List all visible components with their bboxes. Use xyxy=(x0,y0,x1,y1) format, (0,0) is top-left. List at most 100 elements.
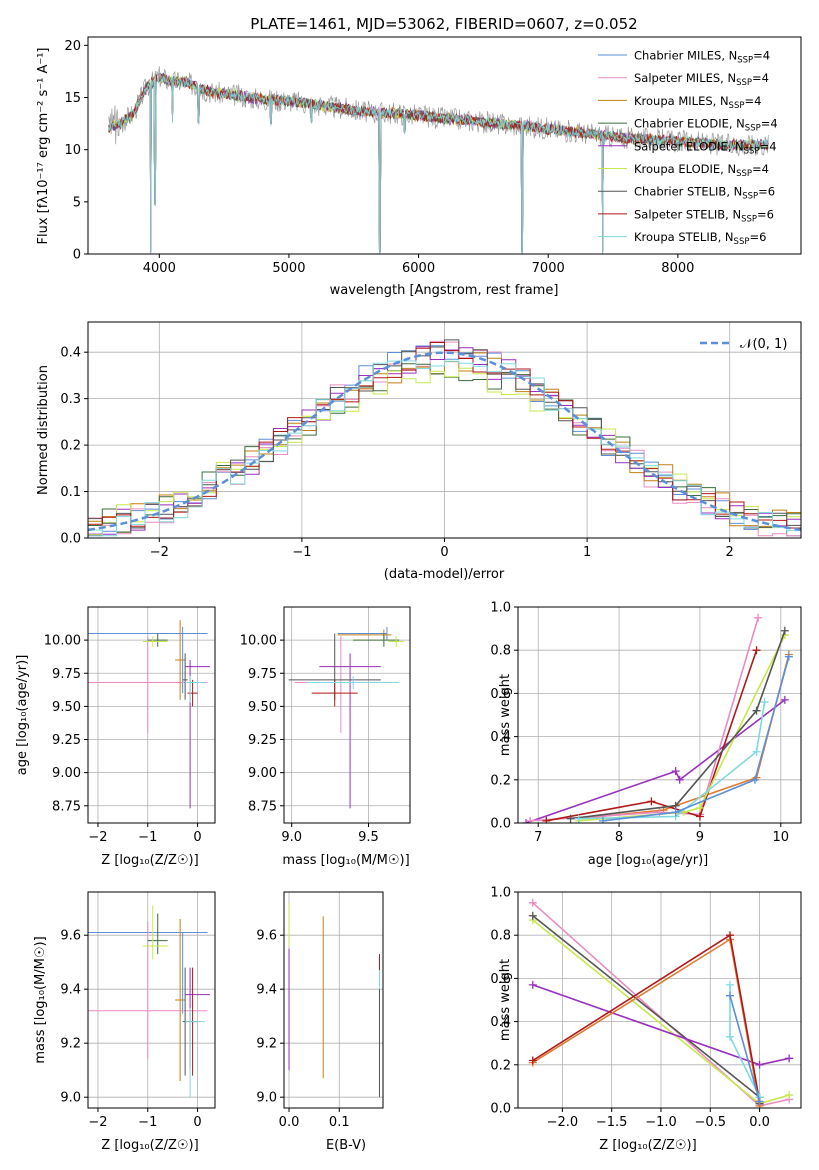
x-tick-label: −1.5 xyxy=(596,1115,628,1130)
mass-weight-marker xyxy=(726,980,735,989)
y-tick-label: 9.75 xyxy=(248,667,277,682)
mass-weight-marker xyxy=(522,819,531,823)
mass-weight-marker xyxy=(755,1060,764,1069)
mass-vs-z-panel: −2 −1 0 9.0 9.2 9.4 9.6 Z [log₁₀(Z/Z☉)] mass [… xyxy=(33,891,216,1153)
mass-weight-line-c_miles xyxy=(729,995,761,1102)
y-tick-label: 9.2 xyxy=(60,1037,81,1052)
mass-weight-marker xyxy=(785,1091,794,1100)
mass-weight-marker xyxy=(750,775,759,784)
plot-content xyxy=(108,66,769,254)
age-vs-z-xlabel: Z [log₁₀(Z/Z☉)] xyxy=(101,853,198,868)
plot-content xyxy=(88,905,211,1098)
y-tick-label: 0.2 xyxy=(490,1058,511,1073)
x-tick-label: 0.1 xyxy=(329,1115,350,1130)
y-tick-label: 9.25 xyxy=(248,733,277,748)
mass-weight-line-k_elodie xyxy=(578,634,786,822)
axes-frame xyxy=(283,891,384,1109)
axes-frame xyxy=(87,606,216,824)
x-tick-label: −0.5 xyxy=(694,1115,726,1130)
y-tick-label: 0.8 xyxy=(490,644,511,659)
mw-vs-z-xlabel: Z [log₁₀(Z/Z☉)] xyxy=(599,1138,696,1153)
y-tick-label: 5 xyxy=(73,195,81,210)
y-tick-label: 10 xyxy=(64,143,81,158)
legend-tail: =4 xyxy=(744,94,761,108)
legend-tail: =4 xyxy=(753,49,770,63)
age-vs-mass-plot-area: 9.0 9.5 8.75 9.00 9.25 9.50 9.75 10.00 xyxy=(240,606,411,845)
residuals-legend: 𝒩(0, 1) xyxy=(700,337,787,352)
legend-sub: SSP xyxy=(736,169,752,179)
y-tick-label: 0.6 xyxy=(490,687,511,702)
x-tick-label: −1.0 xyxy=(645,1115,677,1130)
legend-sub: SSP xyxy=(741,214,757,224)
plot-content xyxy=(88,620,211,809)
x-tick-label: 1 xyxy=(583,545,591,560)
legend-tail: =4 xyxy=(761,117,778,131)
legend-label: Kroupa ELODIE, NSSP=4 xyxy=(634,162,769,179)
y-tick-label: 9.25 xyxy=(52,733,81,748)
legend-label: Salpeter STELIB, NSSP=6 xyxy=(634,207,774,224)
legend-label: Kroupa MILES, NSSP=4 xyxy=(634,94,761,111)
mass-weight-marker xyxy=(752,747,761,756)
mass-weight-marker xyxy=(726,1032,735,1041)
plot-content xyxy=(522,613,793,823)
legend-tail: =6 xyxy=(749,230,766,244)
plot-content xyxy=(528,898,794,1108)
age-vs-mass-xlabel: mass [log₁₀(M/M☉)] xyxy=(282,853,409,868)
axes-frame xyxy=(87,36,802,255)
x-tick-label: 8 xyxy=(615,830,623,845)
x-tick-label: −2.0 xyxy=(547,1115,579,1130)
spectrum-xlabel: wavelength [Angstrom, rest frame] xyxy=(330,283,559,298)
legend-sub: SSP xyxy=(729,101,745,111)
x-tick-label: 10 xyxy=(773,830,790,845)
y-tick-label: 0.0 xyxy=(490,817,511,832)
mass-weight-line-c_miles xyxy=(602,656,790,822)
mass-weight-marker xyxy=(784,652,793,661)
y-tick-label: 0.8 xyxy=(490,929,511,944)
y-tick-label: 0.0 xyxy=(490,1102,511,1117)
mass-weight-line-s_miles xyxy=(530,617,759,822)
legend-sub: SSP xyxy=(744,146,760,156)
y-tick-label: 8.75 xyxy=(52,799,81,814)
y-tick-label: 10.00 xyxy=(44,634,81,649)
mass-vs-z-plot-area: −2 −1 0 9.0 9.2 9.4 9.6 xyxy=(60,891,216,1130)
mass-weight-line-s_stelib xyxy=(546,649,758,822)
x-tick-label: 2 xyxy=(726,545,734,560)
mass-weight-marker xyxy=(671,767,680,776)
mw-vs-age-xlabel: age [log₁₀(age/yr)] xyxy=(588,853,709,868)
mass-vs-ebv-xlabel: E(B-V) xyxy=(326,1138,366,1153)
x-tick-label: −1 xyxy=(292,545,311,560)
x-tick-label: −2 xyxy=(88,830,107,845)
mass-weight-line-c_stelib xyxy=(570,630,786,820)
legend-label: Salpeter MILES, NSSP=4 xyxy=(634,71,769,88)
spectrum-plot-area: 4000 5000 6000 7000 8000 0 5 10 15 20 xyxy=(64,36,802,276)
legend-label: Salpeter ELODIE, NSSP=4 xyxy=(634,139,777,156)
spectrum-ylabel: Flux [fλ10⁻¹⁷ erg cm⁻² s⁻¹ A⁻¹] xyxy=(36,48,51,245)
y-tick-label: 9.00 xyxy=(52,766,81,781)
gaussian-curve xyxy=(88,351,801,532)
mass-weight-marker xyxy=(542,816,551,823)
mass-weight-marker xyxy=(785,1054,794,1063)
mass-weight-marker xyxy=(695,803,704,812)
x-tick-label: 0 xyxy=(193,1115,201,1130)
mw-vs-age-ylabel: mass weight xyxy=(498,674,513,756)
age-vs-z-plot-area: −2 −1 0 8.75 9.00 9.25 9.50 9.75 10.00 xyxy=(44,606,216,845)
mass-weight-marker xyxy=(726,991,735,1000)
axes-frame xyxy=(283,606,411,824)
x-tick-label: 6000 xyxy=(402,261,435,276)
legend-label: Kroupa STELIB, NSSP=6 xyxy=(634,230,766,247)
y-tick-label: 0.2 xyxy=(490,773,511,788)
spectrum-line-k_stelib xyxy=(108,72,769,253)
mw-vs-z-ylabel: mass weight xyxy=(498,959,513,1041)
y-tick-label: 0.4 xyxy=(490,1015,511,1030)
mass-weight-marker xyxy=(598,816,607,823)
legend-sub: SSP xyxy=(736,78,752,88)
x-tick-label: 9.0 xyxy=(281,830,302,845)
y-tick-label: 15 xyxy=(64,91,81,106)
mass-vs-z-xlabel: Z [log₁₀(Z/Z☉)] xyxy=(101,1138,198,1153)
gaussian-legend-label: 𝒩(0, 1) xyxy=(740,337,787,352)
x-tick-label: −2 xyxy=(150,545,169,560)
y-tick-label: 9.6 xyxy=(256,929,277,944)
y-tick-label: 8.75 xyxy=(248,799,277,814)
mass-weight-marker xyxy=(528,980,537,989)
